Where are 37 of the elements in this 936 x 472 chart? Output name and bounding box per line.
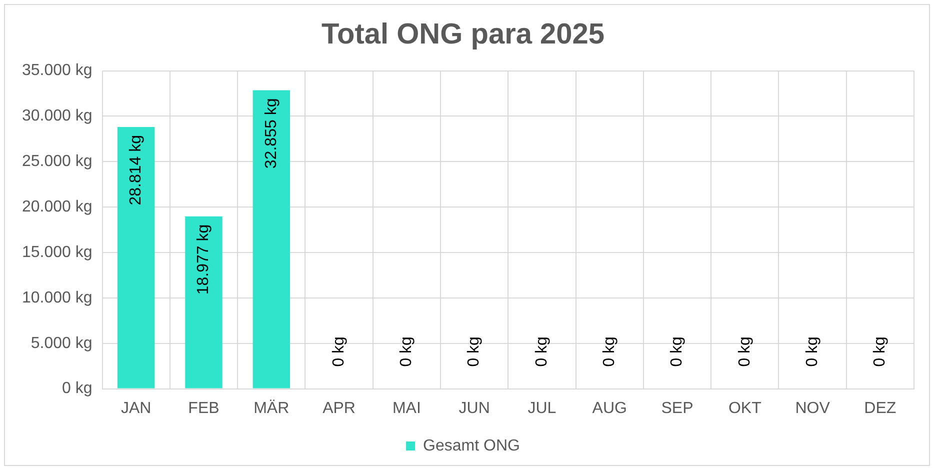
data-label: 0 kg	[466, 336, 483, 367]
data-label: 0 kg	[668, 336, 686, 367]
x-tick-label: JUN	[458, 400, 490, 417]
data-label: 0 kg	[330, 336, 348, 367]
bar	[118, 127, 155, 388]
x-tick-label: JAN	[120, 400, 152, 417]
y-tick-label: 25.000 kg	[22, 153, 92, 170]
chart-title: Total ONG para 2025	[321, 18, 605, 50]
data-label: 0 kg	[736, 336, 754, 367]
y-tick-label: 0 kg	[62, 380, 92, 398]
x-tick-label: JUL	[528, 400, 556, 417]
x-tick-label: FEB	[188, 400, 220, 417]
data-label: 0 kg	[601, 336, 618, 367]
x-tick-label: MAI	[392, 400, 421, 417]
bar	[252, 90, 290, 388]
y-tick-label: 30.000 kg	[22, 108, 92, 125]
x-tick-label: DEZ	[864, 400, 896, 417]
x-tick-label: APR	[322, 400, 356, 417]
y-tick-label: 5.000 kg	[30, 334, 92, 352]
x-tick-label: NOV	[795, 400, 830, 417]
x-tick-label: MÄR	[254, 398, 290, 417]
data-label: 28.814 kg	[128, 135, 145, 206]
y-tick-label: 35.000 kg	[22, 62, 92, 80]
data-label: 0 kg	[398, 336, 416, 367]
y-tick-label: 10.000 kg	[22, 289, 92, 306]
data-label: 0 kg	[804, 336, 821, 367]
legend-label: Gesamt ONG	[423, 437, 520, 454]
x-tick-label: AUG	[592, 400, 627, 417]
bar	[185, 216, 222, 388]
data-label: 32.855 kg	[262, 98, 280, 169]
data-label: 0 kg	[533, 336, 550, 367]
data-label: 18.977 kg	[195, 224, 212, 295]
x-tick-label: OKT	[728, 400, 762, 417]
y-tick-label: 15.000 kg	[22, 244, 92, 261]
x-tick-label: SEP	[661, 400, 694, 417]
y-tick-label: 20.000 kg	[22, 198, 92, 216]
data-label: 0 kg	[872, 336, 889, 367]
